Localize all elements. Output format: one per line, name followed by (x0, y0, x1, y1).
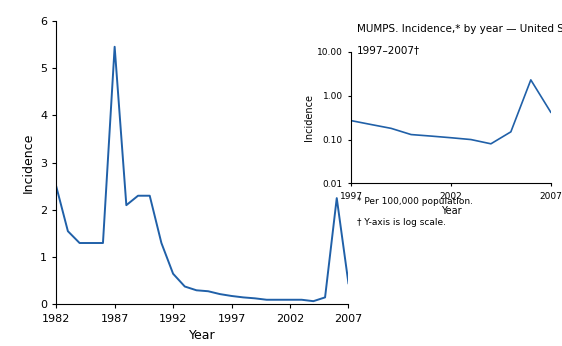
Text: † Y-axis is log scale.: † Y-axis is log scale. (357, 218, 446, 227)
X-axis label: Year: Year (189, 329, 216, 342)
Text: MUMPS. Incidence,* by year — United States,: MUMPS. Incidence,* by year — United Stat… (357, 24, 562, 34)
Text: * Per 100,000 population.: * Per 100,000 population. (357, 197, 473, 206)
Y-axis label: Incidence: Incidence (304, 94, 314, 141)
Text: 1997–2007†: 1997–2007† (357, 45, 420, 55)
Y-axis label: Incidence: Incidence (21, 133, 34, 193)
X-axis label: Year: Year (441, 206, 461, 216)
